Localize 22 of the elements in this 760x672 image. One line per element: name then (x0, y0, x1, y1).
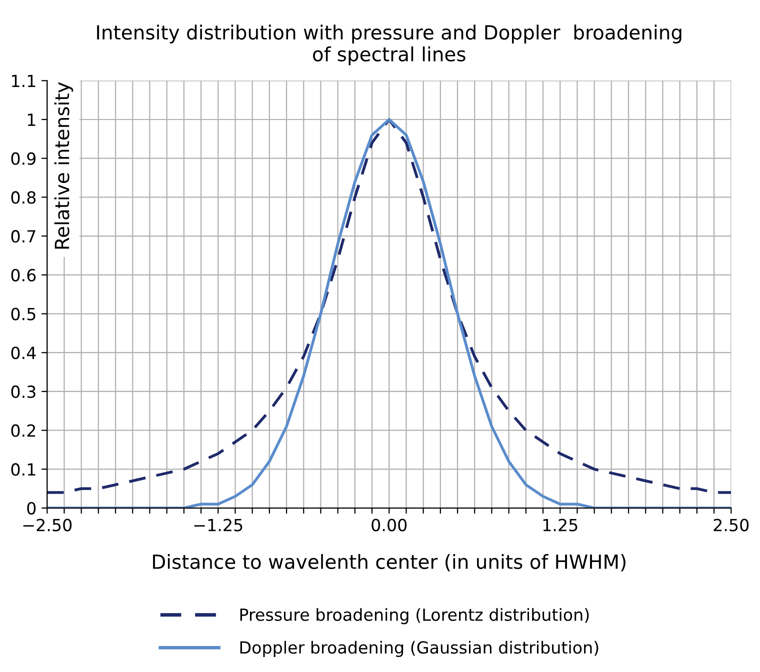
x-axis-title: Distance to wavelenth center (in units of HWHM) (153, 554, 626, 572)
y-tick-label: 1.1 (12, 74, 36, 87)
x-tick-label: 1.25 (543, 518, 578, 532)
x-tick-label: −1.25 (194, 518, 242, 532)
x-tick-label: −2.50 (23, 518, 72, 532)
y-tick-label: 0.4 (11, 346, 36, 360)
chart-title: Intensity distribution with pressure and Doppler broadening of spectral lines (97, 24, 682, 66)
y-tick-label: 0.2 (11, 424, 36, 437)
y-tick-label: 0.8 (11, 191, 36, 204)
y-axis-title: Relative intensity (54, 82, 74, 249)
y-tick-label: 0.5 (11, 308, 36, 320)
legend-label: Pressure broadening (Lorentz distribution) (240, 608, 589, 624)
y-tick-label: 0.7 (11, 230, 36, 243)
x-tick-label: 2.50 (714, 518, 749, 532)
y-tick-label: 1 (28, 114, 36, 126)
y-tick-label: 0.1 (11, 463, 36, 476)
y-tick-label: 0.6 (11, 268, 36, 282)
y-tick-label: 0 (27, 502, 36, 515)
y-tick-label: 0.9 (11, 152, 36, 165)
legend-label: Doppler broadening (Gaussian distribution) (240, 640, 598, 657)
x-tick-label: 0.00 (372, 518, 407, 532)
y-tick-label: 0.3 (11, 385, 36, 398)
